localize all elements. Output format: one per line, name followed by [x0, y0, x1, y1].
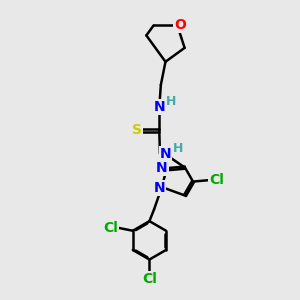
Text: N: N [156, 161, 168, 175]
Text: N: N [154, 181, 165, 195]
Text: H: H [173, 142, 183, 154]
Text: Cl: Cl [142, 272, 157, 286]
Text: H: H [166, 95, 176, 108]
Text: Cl: Cl [209, 173, 224, 187]
Text: S: S [132, 124, 142, 137]
Text: N: N [154, 100, 165, 114]
Text: Cl: Cl [103, 220, 118, 235]
Text: O: O [174, 18, 186, 32]
Text: N: N [160, 147, 171, 161]
